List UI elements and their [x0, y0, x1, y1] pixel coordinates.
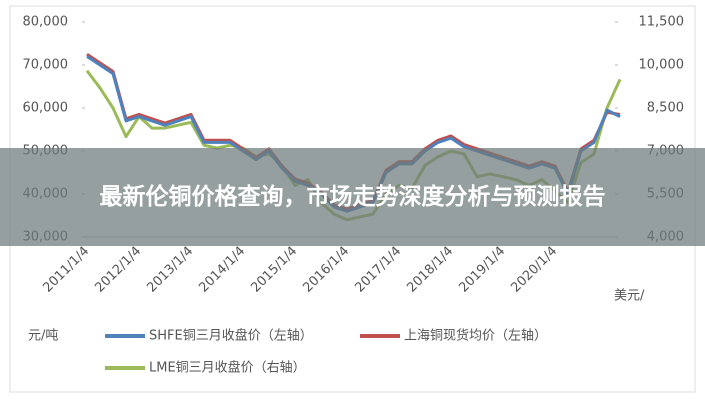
x-tick-label: 2013/1/4 [144, 244, 196, 296]
x-tick-label: 2016/1/4 [300, 244, 352, 296]
y-tick-label: 80,000 [23, 15, 69, 30]
y-tick-label: 60,000 [23, 101, 69, 116]
x-tick-label: 2020/1/4 [508, 244, 560, 296]
x-tick-label: 2015/1/4 [248, 244, 300, 296]
y2-tick-label: 10,000 [639, 58, 685, 73]
x-tick-label: 2019/1/4 [456, 244, 508, 296]
y-tick-label: 70,000 [23, 58, 69, 73]
legend-label: SHFE铜三月收盘价（左轴） [149, 328, 313, 344]
x-tick-label: 2011/1/4 [40, 244, 92, 296]
banner-title: 最新伦铜价格查询，市场走势深度分析与预测报告 [99, 184, 606, 210]
y-axis-label: 元/吨 [28, 329, 58, 344]
y2-tick-label: 11,500 [639, 15, 685, 30]
legend-label: 上海铜现货均价（左轴） [404, 328, 547, 344]
legend-label: LME铜三月收盘价（右轴） [149, 360, 306, 376]
x-tick-label: 2014/1/4 [196, 244, 248, 296]
banner: 最新伦铜价格查询，市场走势深度分析与预测报告 [0, 148, 705, 246]
x-tick-label: 2017/1/4 [352, 244, 404, 296]
y2-tick-label: 8,500 [647, 101, 684, 116]
x-tick-label: 2012/1/4 [92, 244, 144, 296]
y2-axis-label: 美元/ [614, 289, 645, 304]
x-tick-label: 2018/1/4 [404, 244, 456, 296]
